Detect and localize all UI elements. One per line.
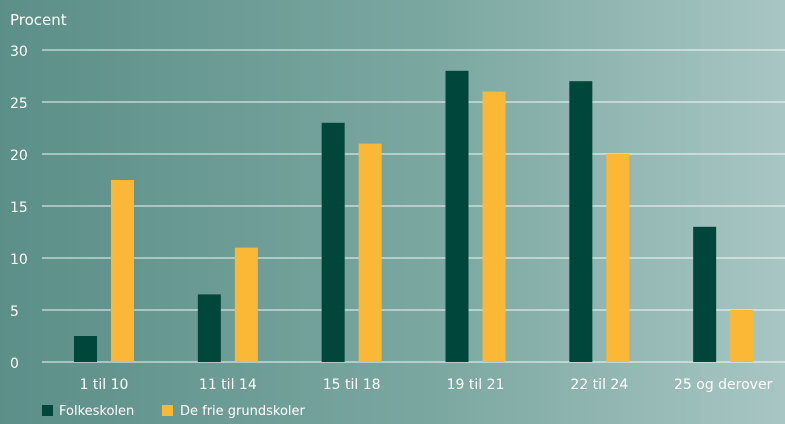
x-tick-label-1-til-10: 1 til 10: [80, 377, 129, 393]
bar-folkeskolen-19-til-21: [445, 70, 469, 363]
bar-de-frie-grundskoler-11-til-14: [234, 247, 258, 362]
x-tick-label-22-til-24: 22 til 24: [570, 377, 628, 393]
legend-label-de-frie-grundskoler: De frie grundskoler: [180, 404, 306, 419]
y-tick-label-30: 30: [10, 44, 28, 60]
legend-label-folkeskolen: Folkeskolen: [59, 404, 134, 419]
bar-folkeskolen-1-til-10: [74, 336, 97, 362]
bar-de-frie-grundskoler-1-til-10: [111, 180, 134, 362]
legend-swatch-folkeskolen: [42, 405, 53, 416]
bar-folkeskolen-11-til-14: [197, 294, 221, 362]
y-tick-label-0: 0: [10, 356, 19, 372]
x-tick-label-15-til-18: 15 til 18: [323, 377, 381, 393]
y-tick-label-25: 25: [10, 96, 28, 112]
gridlines: [42, 49, 785, 363]
y-tick-label-15: 15: [10, 200, 28, 216]
legend: Folkeskolen De frie grundskoler: [42, 404, 306, 419]
bar-de-frie-grundskoler-15-til-18: [358, 143, 382, 362]
y-axis-label: Procent: [10, 11, 67, 29]
bars: [74, 70, 754, 363]
y-tick-label-10: 10: [10, 252, 28, 268]
bar-de-frie-grundskoler-25-og-derover: [730, 310, 754, 362]
x-tick-label-25-og-derover: 25 og derover: [674, 377, 773, 393]
y-tick-label-20: 20: [10, 148, 28, 164]
bar-folkeskolen-15-til-18: [321, 122, 345, 362]
y-tick-labels: 0 5 10 15 20 25 30: [10, 44, 28, 372]
bar-de-frie-grundskoler-19-til-21: [482, 91, 506, 362]
y-tick-label-5: 5: [10, 304, 19, 320]
bar-folkeskolen-25-og-derover: [693, 226, 717, 362]
x-tick-label-19-til-21: 19 til 21: [447, 377, 505, 393]
x-tick-labels: 1 til 10 11 til 14 15 til 18 19 til 21 22 ti…: [80, 377, 773, 393]
x-tick-label-11-til-14: 11 til 14: [199, 377, 257, 393]
legend-swatch-de-frie-grundskoler: [162, 405, 173, 416]
bar-de-frie-grundskoler-22-til-24: [606, 154, 630, 362]
bar-folkeskolen-22-til-24: [569, 81, 593, 362]
